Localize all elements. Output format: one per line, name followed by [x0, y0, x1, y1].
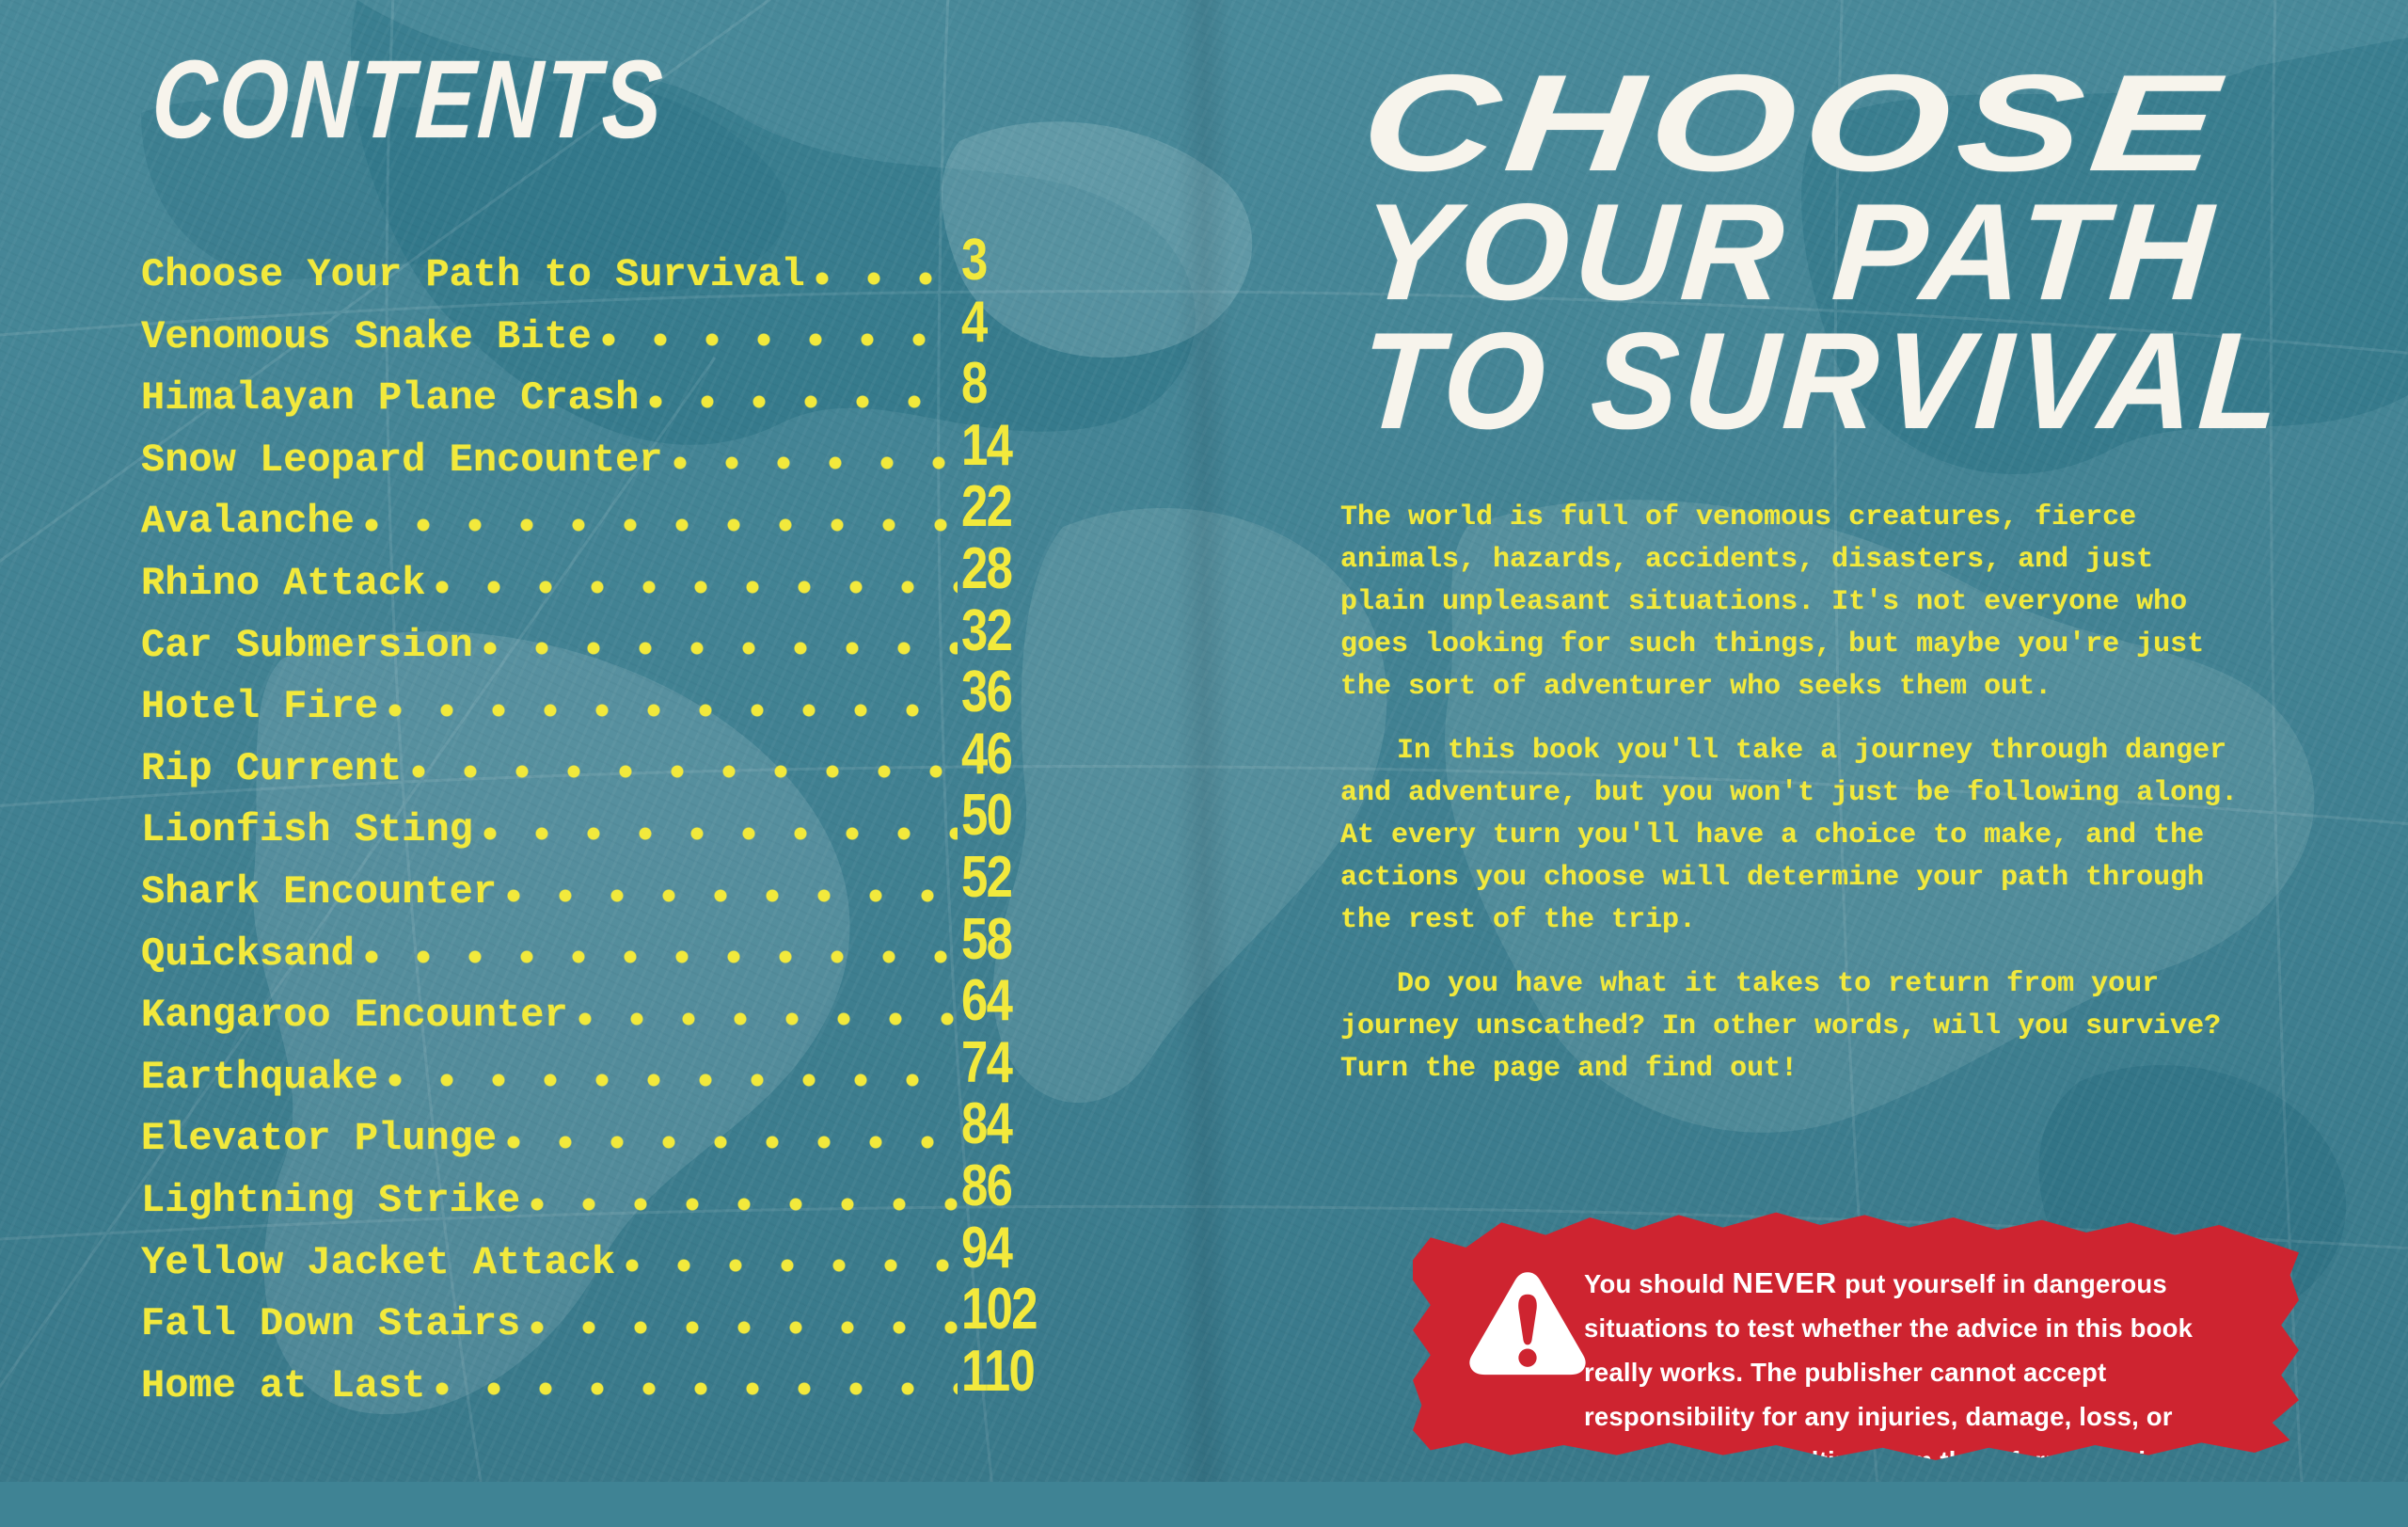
toc-entry-title: Rip Current: [141, 745, 403, 791]
toc-entry: Home at Last 110: [141, 1342, 1082, 1410]
dot-leader: [814, 270, 958, 286]
toc-entry: Elevator Plunge 84: [141, 1095, 1082, 1163]
warning-disclaimer-text: You should NEVER put yourself in dangero…: [1584, 1261, 2242, 1519]
toc-entry-page: 50: [961, 783, 1013, 849]
toc-entry-page: 3: [961, 228, 988, 293]
toc-entry-page: 46: [961, 721, 1013, 787]
toc-entry-page: 110: [961, 1338, 1036, 1404]
toc-entry-title: Earthquake: [141, 1054, 379, 1100]
toc-entry-page: 52: [961, 844, 1013, 910]
dot-leader: [672, 455, 958, 471]
toc-entry: Choose Your Path to Survival 3: [141, 231, 1082, 299]
dot-leader: [648, 393, 958, 409]
dot-leader: [435, 579, 958, 595]
warning-text-emphasis: NEVER: [1732, 1266, 1838, 1299]
warning-disclaimer-box: You should NEVER put yourself in dangero…: [1413, 1212, 2299, 1460]
toc-entry: Rhino Attack 28: [141, 539, 1082, 608]
dot-leader: [506, 1134, 958, 1150]
toc-entry-page: 74: [961, 1029, 1013, 1095]
toc-entry-title: Quicksand: [141, 931, 355, 977]
toc-entry-title: Shark Encounter: [141, 868, 498, 915]
toc-entry: Lightning Strike 86: [141, 1156, 1082, 1225]
toc-entry: Rip Current 46: [141, 724, 1082, 793]
toc-entry: Himalayan Plane Crash 8: [141, 355, 1082, 422]
toc-entry: Yellow Jacket Attack 94: [141, 1218, 1082, 1287]
dot-leader: [600, 332, 958, 348]
chapter-title-line: CHOOSE: [1354, 46, 2232, 199]
toc-entry-title: Yellow Jacket Attack: [141, 1239, 616, 1285]
toc-entry: Car Submersion 32: [141, 601, 1082, 670]
toc-entry: Kangaroo Encounter 64: [141, 972, 1082, 1040]
dot-leader: [530, 1196, 958, 1212]
toc-entry-page: 32: [961, 597, 1013, 663]
toc-entry-title: Avalanche: [141, 499, 355, 545]
chapter-title: CHOOSE YOUR PATH TO SURVIVAL: [1355, 46, 2329, 457]
toc-entry-title: Kangaroo Encounter: [141, 993, 568, 1039]
intro-text: The world is full of venomous creatures,…: [1340, 497, 2300, 1112]
toc-entry-page: 8: [961, 351, 988, 417]
dot-leader: [577, 1010, 958, 1026]
toc-entry: Venomous Snake Bite 4: [141, 293, 1082, 361]
toc-entry: Quicksand 58: [141, 910, 1082, 978]
toc-entry-title: Hotel Fire: [141, 684, 379, 730]
toc-entry-page: 4: [961, 289, 988, 355]
toc-entry-page: 84: [961, 1091, 1013, 1157]
page-fold-shadow: [1176, 0, 1232, 1482]
toc-entry-title: Lionfish Sting: [141, 807, 473, 853]
intro-paragraph: Do you have what it takes to return from…: [1340, 968, 2222, 1085]
intro-paragraph: In this book you'll take a journey throu…: [1340, 735, 2239, 936]
warning-text-rest: put yourself in dangerous situations to …: [1584, 1269, 2216, 1519]
toc-entry-title: Snow Leopard Encounter: [141, 437, 663, 483]
toc-entry: Snow Leopard Encounter 14: [141, 416, 1082, 485]
toc-entry-page: 64: [961, 968, 1013, 1034]
dot-leader: [435, 1381, 958, 1397]
contents-heading: CONTENTS: [149, 38, 669, 162]
toc-entry-title: Venomous Snake Bite: [141, 313, 592, 359]
toc-entry-page: 58: [961, 906, 1013, 972]
toc-entry-page: 22: [961, 474, 1013, 540]
dot-leader: [482, 825, 958, 841]
toc-entry-page: 28: [961, 535, 1013, 601]
dot-leader: [530, 1319, 958, 1335]
toc-entry: Fall Down Stairs 102: [141, 1280, 1082, 1348]
table-of-contents: Choose Your Path to Survival 3 Venomous S…: [141, 231, 1082, 1410]
toc-entry: Hotel Fire 36: [141, 663, 1082, 731]
toc-entry: Avalanche 22: [141, 478, 1082, 546]
toc-entry-title: Lightning Strike: [141, 1177, 521, 1223]
chapter-title-line: TO SURVIVAL: [1355, 304, 2290, 457]
dot-leader: [388, 1073, 958, 1089]
dot-leader: [625, 1258, 958, 1274]
toc-entry-title: Fall Down Stairs: [141, 1301, 521, 1347]
toc-entry-page: 14: [961, 412, 1013, 478]
warning-triangle-icon: [1469, 1272, 1586, 1376]
toc-entry-title: Home at Last: [141, 1362, 426, 1408]
dot-leader: [506, 887, 958, 903]
toc-entry: Lionfish Sting 50: [141, 787, 1082, 854]
toc-entry-page: 102: [961, 1277, 1038, 1343]
toc-entry-title: Rhino Attack: [141, 560, 426, 606]
dot-leader: [411, 764, 958, 780]
toc-entry: Shark Encounter 52: [141, 848, 1082, 916]
toc-entry: Earthquake 74: [141, 1033, 1082, 1102]
toc-entry-title: Himalayan Plane Crash: [141, 375, 640, 422]
toc-entry-page: 36: [961, 660, 1013, 725]
toc-entry-page: 94: [961, 1215, 1013, 1280]
warning-text-prefix: You should: [1584, 1269, 1733, 1298]
dot-leader: [388, 702, 958, 718]
dot-leader: [482, 641, 958, 657]
toc-entry-page: 86: [961, 1153, 1013, 1218]
dot-leader: [363, 949, 958, 965]
toc-entry-title: Elevator Plunge: [141, 1116, 498, 1162]
intro-paragraph: The world is full of venomous creatures,…: [1340, 501, 2205, 703]
toc-entry-title: Car Submersion: [141, 622, 473, 668]
chapter-title-line: YOUR PATH: [1355, 175, 2223, 328]
dot-leader: [363, 517, 958, 533]
toc-entry-title: Choose Your Path to Survival: [141, 252, 805, 297]
